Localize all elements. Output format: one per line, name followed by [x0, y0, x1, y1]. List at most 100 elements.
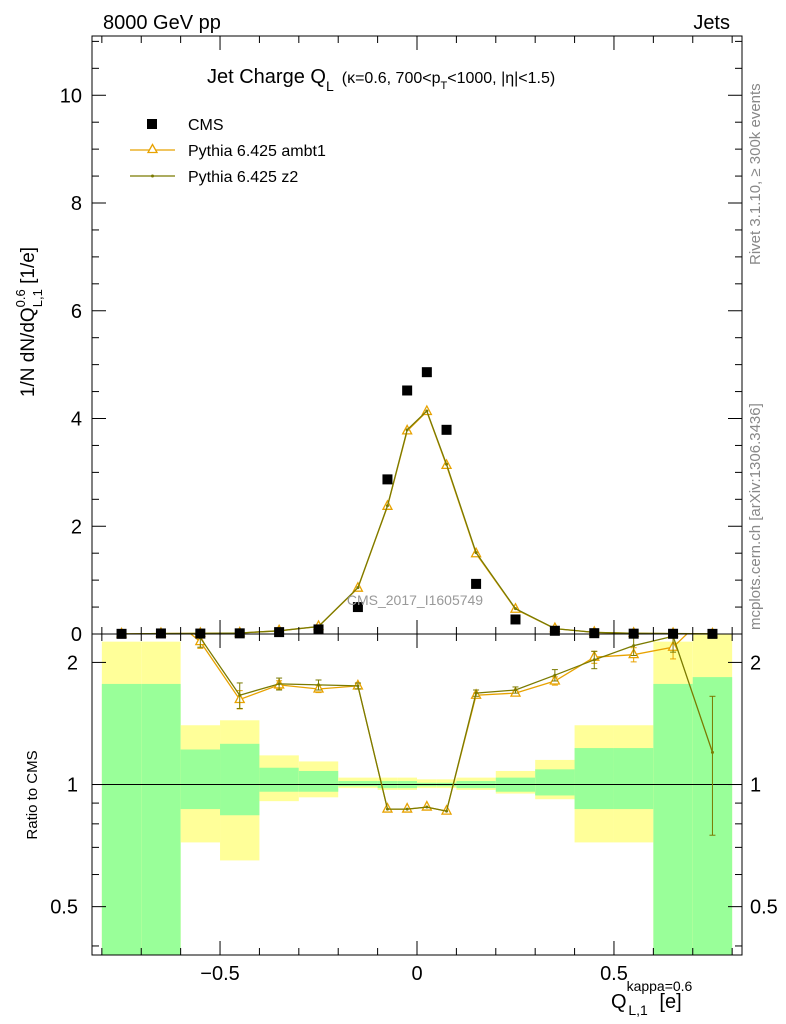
ratio-y-tick-label-left: 2	[67, 652, 78, 674]
main-y-tick-label: 6	[71, 301, 82, 323]
analysis-watermark: CMS_2017_I1605749	[347, 592, 483, 608]
legend-marker-z2	[151, 174, 154, 178]
ratio-point-z2	[553, 673, 557, 677]
ratio-point-z2	[445, 809, 449, 813]
uncertainty-band-inner	[101, 683, 142, 955]
x-label-post: [e]	[654, 991, 682, 1013]
data-point-cms	[382, 474, 393, 485]
ratio-point-z2	[405, 807, 409, 811]
mcplots-label: mcplots.cern.ch [arXiv:1306.3436]	[747, 403, 764, 630]
title-detail-b: <1000, |η|<1.5)	[447, 70, 555, 87]
x-label-sup: kappa=0.6	[627, 978, 693, 994]
ratio-point-z2	[356, 684, 360, 688]
ratio-point-z2	[592, 658, 596, 662]
rivet-label: Rivet 3.1.10, ≥ 300k events	[747, 83, 764, 265]
title-detail-sub: T	[441, 80, 448, 92]
uncertainty-band-inner	[338, 781, 378, 787]
data-point-cms	[549, 625, 560, 636]
data-point-cms	[313, 624, 324, 635]
uncertainty-band-inner	[535, 769, 575, 796]
ratio-point-z2	[425, 805, 429, 809]
ratio-uncertainty-bands	[101, 634, 733, 955]
x-tick-label: −0.5	[200, 963, 239, 985]
ratio-series-group	[117, 604, 717, 836]
main-point-z2	[425, 409, 429, 413]
data-point-cms	[441, 424, 452, 435]
ratio-point-ambt1	[117, 604, 126, 613]
main-point-z2	[356, 586, 360, 590]
ratio-y-tick-label-right: 2	[750, 652, 761, 674]
ratio-point-z2	[385, 807, 389, 811]
data-point-cms	[589, 628, 600, 639]
main-y-tick-label: 0	[71, 624, 82, 646]
main-y-tick-label: 8	[71, 193, 82, 215]
title-detail-a: (κ=0.6, 700<p	[342, 70, 441, 87]
header-process-label: Jets	[693, 12, 730, 34]
ratio-point-z2	[474, 691, 478, 695]
uncertainty-band-inner	[653, 683, 693, 955]
data-point-cms	[471, 578, 482, 589]
main-y-tick-label: 10	[60, 85, 82, 107]
legend-label-ambt1: Pythia 6.425 ambt1	[188, 143, 326, 160]
main-y-label-post: [1/e]	[18, 247, 39, 289]
plot-title: Jet Charge QL (κ=0.6, 700<pT<1000, |η|<1.…	[207, 66, 555, 94]
main-y-label-pre: 1/N dN/dQ	[18, 307, 39, 397]
uncertainty-band-inner	[141, 683, 181, 955]
ratio-point-z2	[710, 750, 714, 754]
uncertainty-band-inner	[259, 767, 299, 792]
x-tick-label: 0.5	[600, 963, 628, 985]
data-point-cms	[274, 627, 285, 638]
ratio-point-z2	[120, 608, 123, 611]
title-main: Jet Charge Q	[207, 66, 326, 88]
ratio-point-z2	[277, 682, 281, 686]
ratio-point-ambt1	[708, 604, 717, 613]
uncertainty-band-inner	[574, 748, 614, 810]
ratio-y-tick-label-right: 0.5	[750, 897, 778, 919]
main-y-tick-label: 4	[71, 409, 82, 431]
main-point-z2	[474, 551, 478, 555]
uncertainty-band-inner	[180, 749, 221, 810]
x-axis-label: Qkappa=0.6 L,1 [e]	[611, 978, 693, 1018]
x-tick-label: 0	[411, 963, 422, 985]
main-line-z2	[121, 409, 713, 635]
main-y-label-sup: 0.6	[13, 289, 28, 307]
ratio-point-ambt1	[156, 604, 165, 613]
main-point-z2	[385, 504, 389, 508]
data-point-cms	[155, 628, 166, 639]
axes-frames: −0.5 0 0.5 0 2 4 6 8 10 0.5 0.5 1 1 2 2	[50, 35, 778, 985]
main-point-z2	[405, 428, 409, 432]
ratio-point-z2	[238, 693, 242, 697]
legend-label-z2: Pythia 6.425 z2	[188, 169, 298, 186]
ratio-y-tick-label-right: 1	[750, 775, 761, 797]
main-y-axis-label: 1/N dN/dQ0.6 L,1 [1/e]	[13, 247, 45, 397]
data-point-cms	[421, 367, 432, 378]
data-point-cms	[510, 614, 521, 625]
legend-marker-ambt1	[146, 143, 159, 154]
main-point-z2	[445, 462, 449, 466]
uncertainty-band-inner	[298, 770, 339, 792]
uncertainty-band-inner	[220, 743, 260, 816]
main-point-z2	[513, 607, 517, 611]
data-point-cms	[402, 385, 413, 396]
ratio-panel	[92, 604, 742, 836]
ratio-y-axis-label: Ratio to CMS	[24, 750, 41, 839]
ratio-y-tick-label-left: 0.5	[50, 897, 78, 919]
x-label-sub: L,1	[628, 1002, 648, 1018]
title-main-sub: L	[326, 78, 334, 94]
data-point-cms	[352, 602, 363, 613]
main-y-tick-label: 2	[71, 516, 82, 538]
ratio-line-z2	[193, 634, 714, 812]
ratio-point-z2	[159, 608, 162, 611]
ratio-point-z2	[513, 688, 517, 692]
uncertainty-band-inner	[613, 748, 654, 810]
legend: CMS Pythia 6.425 ambt1 Pythia 6.425 z2	[130, 117, 326, 186]
header-energy-label: 8000 GeV pp	[103, 12, 221, 34]
ratio-point-z2	[317, 683, 321, 687]
main-y-label-sub: L,1	[30, 289, 45, 307]
legend-label-cms: CMS	[188, 117, 224, 134]
ratio-y-tick-label-left: 1	[67, 775, 78, 797]
data-point-cms	[234, 628, 245, 639]
ratio-point-z2	[632, 644, 636, 648]
x-label-main: Q	[611, 991, 627, 1013]
